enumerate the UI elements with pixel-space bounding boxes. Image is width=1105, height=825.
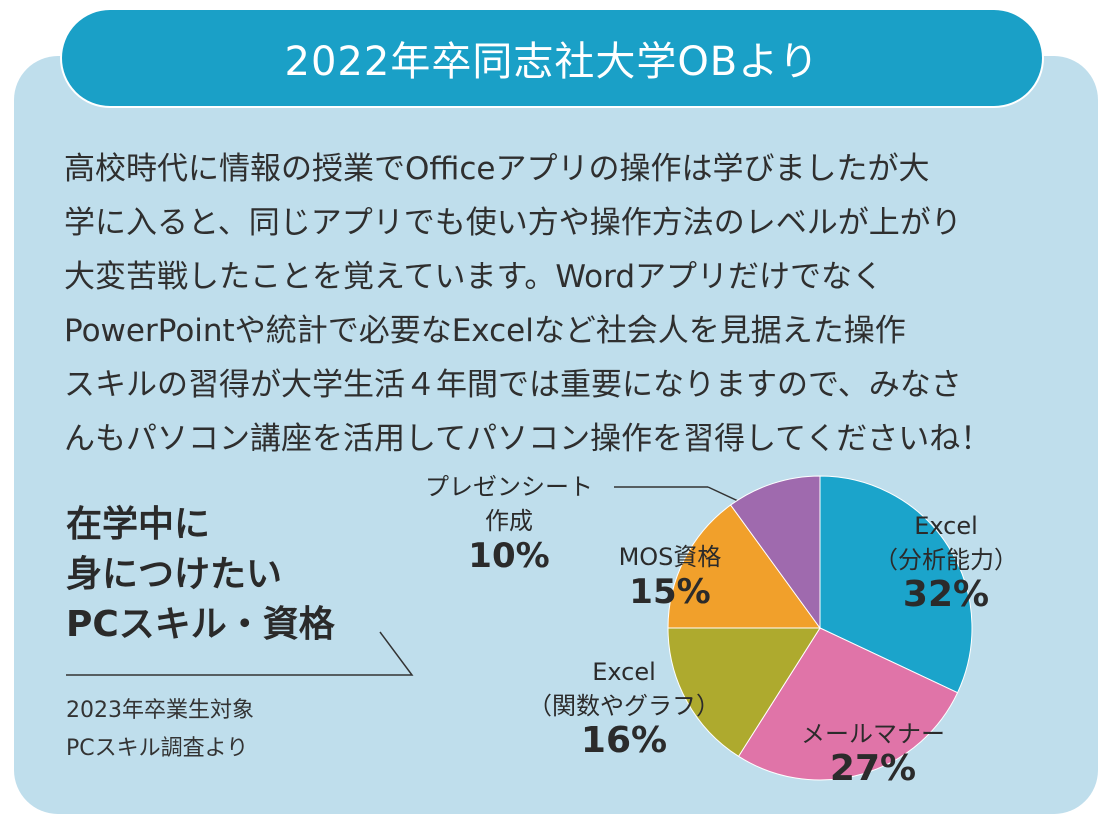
slice-percent-label: 15%	[629, 572, 710, 612]
chart-heading-line: 在学中に	[66, 504, 211, 545]
slice-label: プレゼンシート	[425, 473, 593, 501]
slice-label: （分析能力）	[874, 546, 1018, 574]
testimonial-line: んもパソコン講座を活用してパソコン操作を習得してくださいね！	[64, 421, 992, 457]
source-line: PCスキル調査より	[66, 736, 249, 761]
slice-label: 作成	[485, 507, 533, 535]
slice-percent-label: 32%	[903, 574, 989, 615]
slice-label: メールマナー	[801, 720, 945, 748]
survey-source: 2023年卒業生対象 PCスキル調査より	[66, 692, 254, 768]
slice-percent-label: 16%	[581, 720, 667, 761]
pie-slice	[667, 627, 821, 758]
chart-heading: 在学中に 身につけたい PCスキル・資格	[66, 500, 335, 650]
slice-percent-label: 10%	[468, 536, 549, 576]
chart-heading-line: PCスキル・資格	[66, 604, 335, 645]
source-line: 2023年卒業生対象	[66, 698, 254, 723]
pie-slice	[667, 504, 821, 629]
slice-label: Excel	[914, 512, 978, 540]
title-banner: 2022年卒同志社大学OBより	[60, 8, 1044, 108]
slice-label: MOS資格	[619, 543, 722, 571]
banner-title: 2022年卒同志社大学OBより	[284, 39, 820, 85]
slice-percent-label: 27%	[830, 748, 916, 789]
testimonial-line: 大変苦戦したことを覚えています。Wordアプリだけでなく	[64, 259, 884, 295]
slice-label: （関数やグラフ）	[528, 692, 720, 720]
pie-slice	[737, 627, 959, 781]
pie-slice	[729, 475, 821, 630]
testimonial-line: PowerPointや統計で必要なExcelなど社会人を見据えた操作	[64, 313, 906, 349]
testimonial-line: 高校時代に情報の授業でOfficeアプリの操作は学びましたが大	[64, 151, 930, 187]
testimonial-line: 学に入ると、同じアプリでも使い方や操作方法のレベルが上がり	[64, 205, 962, 241]
heading-underline	[66, 631, 414, 676]
slice-label: Excel	[592, 658, 656, 686]
testimonial-line: スキルの習得が大学生活４年間では重要になりますので、みなさ	[64, 367, 962, 403]
testimonial-text: 高校時代に情報の授業でOfficeアプリの操作は学びましたが大 学に入ると、同じ…	[64, 142, 1054, 466]
pie-slice	[819, 475, 973, 694]
chart-heading-line: 身につけたい	[66, 554, 283, 595]
